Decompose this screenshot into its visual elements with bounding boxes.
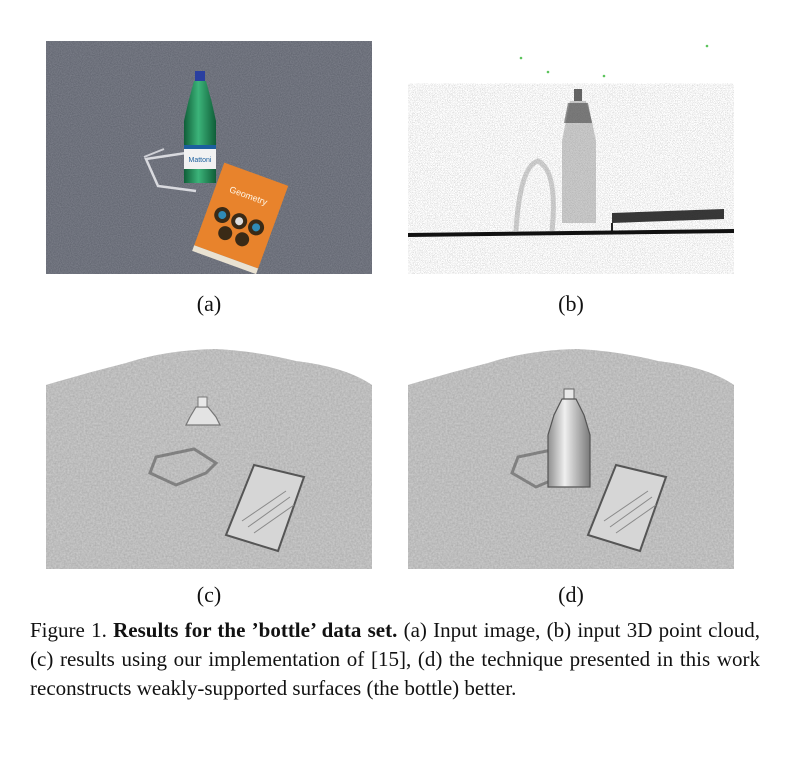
book-drawing: Geometry <box>192 162 289 274</box>
caption-prefix: Figure 1. <box>30 618 114 642</box>
proposed-reconstruction-panel <box>408 345 734 569</box>
bottle-label-text: Mattoni <box>189 157 212 164</box>
subfigure-label-d: (d) <box>558 582 584 607</box>
caption-body: (a) Input image, (b) input 3D point clou… <box>30 618 761 700</box>
baseline-reconstruction-panel <box>46 345 372 569</box>
input-image-panel: Mattoni Geometry <box>46 41 372 274</box>
point-cloud-panel <box>408 41 734 274</box>
subfigure-label-c: (c) <box>196 582 222 607</box>
caption-title: Results for the ’bottle’ data set. <box>113 618 398 642</box>
bottle-drawing: Mattoni <box>184 71 216 183</box>
subfigure-label-a: (a) <box>196 291 222 316</box>
figure-caption: Figure 1. Results for the ’bottle’ data … <box>30 616 760 703</box>
subfigure-label-b: (b) <box>558 291 584 316</box>
